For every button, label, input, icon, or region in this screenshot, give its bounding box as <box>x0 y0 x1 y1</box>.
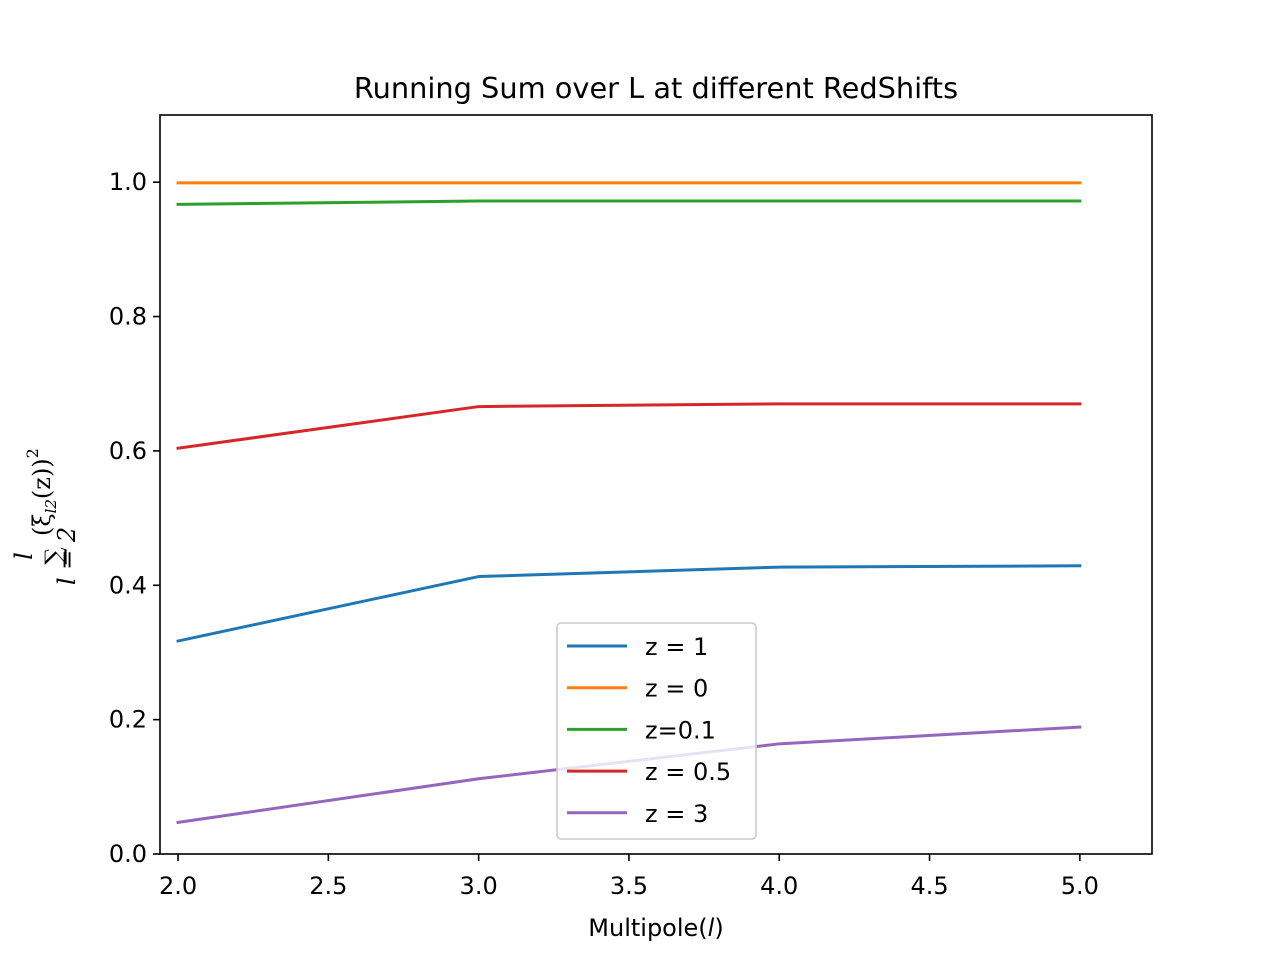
y-axis-label-sum-symbol: ∑ <box>40 547 68 564</box>
y-tick-label-5: 1.0 <box>109 168 147 196</box>
legend-label-4: z = 0.5 <box>645 758 731 786</box>
y-tick-label-3: 0.6 <box>109 437 147 465</box>
legend-label-5: z = 3 <box>645 800 708 828</box>
y-axis-label-sum-upper: l <box>10 552 38 560</box>
x-tick-label-1: 2.5 <box>309 872 347 900</box>
y-axis-label: l ∑ l = 2 (ξl2(z))2 <box>10 448 81 585</box>
legend: z = 1 z = 0 z=0.1 z = 0.5 z = 3 <box>556 622 757 840</box>
series-line-4 <box>176 402 1082 450</box>
chart-title: Running Sum over L at different RedShift… <box>354 71 958 105</box>
x-tick-label-2: 3.0 <box>460 872 498 900</box>
x-axis-label-suffix: ) <box>714 914 723 942</box>
y-axis-ticks: 0.0 0.2 0.4 0.6 0.8 1.0 <box>109 168 160 868</box>
x-tick-label-3: 3.5 <box>610 872 648 900</box>
x-axis-label-var: l <box>708 914 715 942</box>
x-axis-ticks: 2.0 2.5 3.0 3.5 4.0 4.5 5.0 <box>159 854 1099 900</box>
x-tick-label-0: 2.0 <box>159 872 197 900</box>
x-tick-label-6: 5.0 <box>1061 872 1099 900</box>
y-tick-label-0: 0.0 <box>109 840 147 868</box>
x-axis-label: Multipole(l) <box>588 914 723 942</box>
x-axis-label-prefix: Multipole( <box>588 914 707 942</box>
legend-label-1: z = 1 <box>645 633 708 661</box>
series-line-1 <box>176 564 1082 643</box>
series-layer <box>176 181 1082 825</box>
y-axis-label-body-sup: 2 <box>23 448 42 458</box>
y-tick-label-2: 0.4 <box>109 571 147 599</box>
series-line-3 <box>176 199 1082 206</box>
y-axis-label-body-sub: l2 <box>42 499 60 513</box>
y-tick-label-1: 0.2 <box>109 706 147 734</box>
y-axis-label-body-open: (ξ <box>28 513 56 536</box>
x-tick-label-5: 4.5 <box>910 872 948 900</box>
y-axis-label-body-mid: (z)) <box>28 458 56 499</box>
x-tick-label-4: 4.0 <box>760 872 798 900</box>
y-axis-label-body: (ξl2(z))2 <box>23 448 60 536</box>
legend-label-2: z = 0 <box>645 675 708 703</box>
plot-frame <box>159 114 1153 855</box>
legend-items: z = 1 z = 0 z=0.1 z = 0.5 z = 3 <box>567 633 731 828</box>
y-tick-label-4: 0.8 <box>109 303 147 331</box>
y-axis-label-sum-lower: l = 2 <box>53 527 81 585</box>
legend-label-3: z=0.1 <box>645 716 716 744</box>
legend-box <box>556 622 757 840</box>
